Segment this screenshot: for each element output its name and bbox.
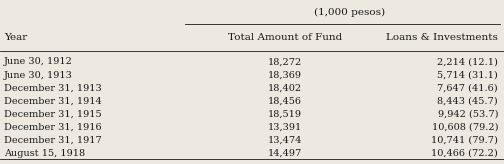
Text: 14,497: 14,497 bbox=[268, 148, 302, 157]
Text: 18,456: 18,456 bbox=[268, 96, 302, 105]
Text: 8,443 (45.7): 8,443 (45.7) bbox=[437, 96, 498, 105]
Text: 10,466 (72.2): 10,466 (72.2) bbox=[431, 148, 498, 157]
Text: June 30, 1913: June 30, 1913 bbox=[4, 71, 73, 80]
Text: 7,647 (41.6): 7,647 (41.6) bbox=[437, 83, 498, 92]
Text: 13,391: 13,391 bbox=[268, 123, 302, 132]
Text: 18,519: 18,519 bbox=[268, 110, 302, 119]
Text: June 30, 1912: June 30, 1912 bbox=[4, 58, 73, 66]
Text: 5,714 (31.1): 5,714 (31.1) bbox=[437, 71, 498, 80]
Text: (1,000 pesos): (1,000 pesos) bbox=[314, 7, 386, 17]
Text: Total Amount of Fund: Total Amount of Fund bbox=[228, 33, 342, 42]
Text: Loans & Investments: Loans & Investments bbox=[386, 33, 498, 42]
Text: 13,474: 13,474 bbox=[268, 135, 302, 144]
Text: 10,741 (79.7): 10,741 (79.7) bbox=[431, 135, 498, 144]
Text: December 31, 1917: December 31, 1917 bbox=[4, 135, 102, 144]
Text: 9,942 (53.7): 9,942 (53.7) bbox=[437, 110, 498, 119]
Text: 10,608 (79.2): 10,608 (79.2) bbox=[431, 123, 498, 132]
Text: December 31, 1916: December 31, 1916 bbox=[4, 123, 102, 132]
Text: December 31, 1914: December 31, 1914 bbox=[4, 96, 102, 105]
Text: 18,272: 18,272 bbox=[268, 58, 302, 66]
Text: 2,214 (12.1): 2,214 (12.1) bbox=[437, 58, 498, 66]
Text: December 31, 1913: December 31, 1913 bbox=[4, 83, 102, 92]
Text: August 15, 1918: August 15, 1918 bbox=[4, 148, 85, 157]
Text: 18,402: 18,402 bbox=[268, 83, 302, 92]
Text: December 31, 1915: December 31, 1915 bbox=[4, 110, 102, 119]
Text: 18,369: 18,369 bbox=[268, 71, 302, 80]
Text: Year: Year bbox=[4, 33, 27, 42]
